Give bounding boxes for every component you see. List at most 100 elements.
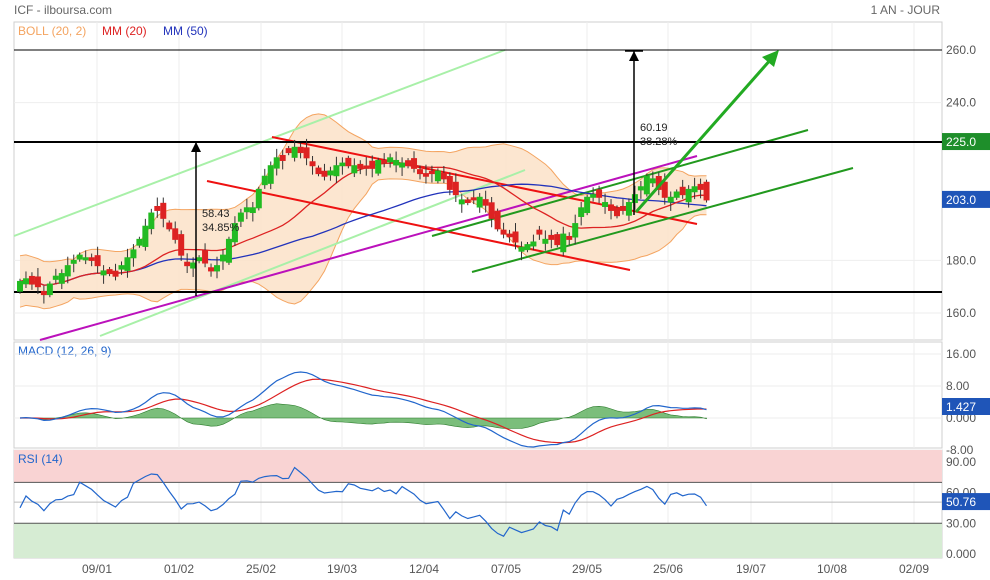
candle-body [464,199,471,204]
candle-body [619,205,626,211]
candle-body [249,207,256,214]
candle-body [649,178,656,184]
candle-body [17,280,23,292]
macd-y-tick: -8.00 [946,443,974,457]
candle-body [399,162,406,168]
candle-body [691,186,698,193]
candle-body [405,160,412,167]
candle-body [351,165,358,174]
macd-y-tick: 16.00 [946,347,976,361]
candle-body [297,146,304,154]
candle-body [434,170,441,182]
candle-body [422,173,429,177]
candle-body [178,234,185,256]
candle-body [596,189,603,198]
candle-body [124,257,131,271]
trendline-red-lower [206,180,631,271]
x-tick-label: 01/02 [164,562,194,576]
candle-body [458,199,465,205]
candle-body [494,210,501,230]
header-period: 1 AN - JOUR [871,3,941,17]
candle-body [279,154,286,161]
candle-body [94,255,101,267]
candle-body [345,157,352,167]
candle-body [261,175,268,186]
candle-body [536,229,543,235]
candle-body [64,265,71,277]
candle-body [52,275,59,280]
tag-resistance-bg [942,133,990,151]
macd-histogram [19,403,707,429]
candle-body [512,231,519,243]
rsi-y-tick: 30.00 [946,516,976,530]
candle-body [82,257,89,261]
candle-body [667,196,674,203]
candle-body [58,273,65,284]
candle-body [190,262,197,269]
candle-body [488,202,495,219]
candle-body [327,170,334,176]
candle-body [160,202,167,219]
candle-body [602,202,609,207]
candle-body [100,270,107,276]
candle-body [703,181,710,201]
macd-panel-frame [13,341,943,449]
candle-body [285,148,292,154]
candle-body [482,199,489,206]
x-tick-label: 25/02 [246,562,276,576]
price-y-tick: 180.0 [946,253,976,267]
candle-body [214,265,221,272]
candle-body [542,238,549,244]
rsi-oversold-zone [14,523,942,558]
candle-body [118,265,125,270]
candle-body [202,250,209,264]
candle-body [363,165,370,169]
macd-signal-line [19,378,707,444]
candle-body [608,204,615,211]
candle-body [130,249,137,259]
legend-mm50: MM (50) [163,24,208,38]
x-tick-label: 19/03 [327,562,357,576]
price-y-tick: 260.0 [946,43,976,57]
candle-body [219,254,226,262]
x-tick-label: 29/05 [572,562,602,576]
candle-body [243,207,250,213]
candle-body [566,235,573,240]
macd-y-tick: 8.00 [946,379,970,393]
macd-line [19,371,707,448]
candle-body [631,194,638,204]
candle-body [148,212,155,230]
candle-body [237,212,244,222]
projection-arrow-head [762,50,779,67]
candle-body [172,228,179,240]
candle-body [333,165,340,177]
candle-body [393,159,400,166]
candle-body [166,222,173,230]
candle-body [273,157,280,169]
candle-body [590,194,597,198]
x-tick-label: 25/06 [653,562,683,576]
price-y-tick: 160.0 [946,306,976,320]
legend-rsi: RSI (14) [18,452,63,466]
candle-body [697,183,704,190]
x-tick-label: 12/04 [409,562,439,576]
tag-macd-bg [942,398,990,415]
rsi-overbought-zone [14,450,942,483]
candle-body [381,159,388,164]
candle-body [231,223,238,243]
trendline-magenta [39,155,698,341]
candle-body [578,207,585,217]
candle-body [387,157,394,163]
candle-body [184,261,191,267]
candle-body [530,241,537,247]
x-tick-label: 19/07 [736,562,766,576]
candle-body [446,176,453,190]
candle-body [40,290,47,296]
candle-body [321,170,328,177]
candle-body [440,172,447,180]
measure-arrow-1-head [191,142,201,152]
candle-body [22,278,29,285]
trendline-light-lower [99,169,526,337]
